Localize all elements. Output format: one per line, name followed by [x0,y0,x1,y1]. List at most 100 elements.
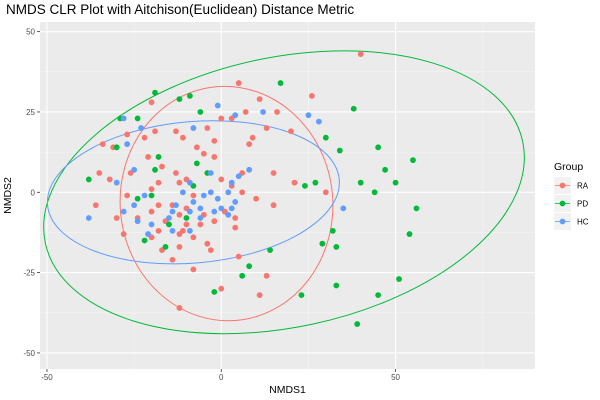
point-hc [134,218,141,225]
plot-panel [40,22,535,369]
point-hc [305,112,312,119]
ellipse-hc [46,120,340,265]
point-ra [249,134,256,141]
point-ra [141,134,148,141]
point-ra [322,189,329,196]
point-ra [253,195,260,202]
point-ra [274,109,280,115]
point-ra [159,163,165,170]
point-hc [148,221,155,228]
legend-title: Group [554,161,583,173]
point-ra [235,253,242,260]
point-ra [256,96,263,103]
legend-label-ra: RA [577,182,589,191]
point-hc [225,189,232,196]
point-hc [235,173,242,180]
point-hc [186,179,193,186]
point-pd [113,144,120,151]
point-pd [141,237,148,244]
y-tick-label: -50 [23,349,35,358]
point-ra [92,202,99,209]
point-ra [148,186,155,192]
point-hc [166,215,172,221]
point-ra [211,137,218,144]
point-hc [131,166,138,173]
point-hc [207,189,214,196]
point-ra [270,202,277,209]
chart-title: NMDS CLR Plot with Aitchison(Euclidean) … [6,2,355,17]
point-ra [106,176,113,183]
point-ra [155,227,162,234]
x-tick-label: 50 [391,373,400,382]
point-hc [228,179,235,186]
point-hc [214,102,221,109]
point-ra [263,272,270,279]
point-hc [190,125,197,131]
point-hc [232,199,239,205]
point-ra [190,192,197,199]
point-ra [211,218,218,225]
point-pd [350,105,357,112]
point-pd [176,96,183,103]
point-ra [256,292,263,299]
point-pd [277,80,284,86]
point-pd [410,157,416,164]
point-ra [190,234,197,241]
point-hc [225,211,232,218]
point-ra [169,256,176,263]
point-pd [155,154,162,160]
point-pd [162,244,169,250]
point-ra [176,305,183,311]
point-ra [190,266,197,273]
data-points [85,51,420,327]
point-ra [309,92,315,99]
x-tick-label: 0 [219,373,224,382]
y-axis-ticks: -50 -25 0 25 50 [23,28,40,358]
point-pd [375,292,382,299]
legend: Group RA PD HC [554,161,589,230]
point-pd [333,282,340,289]
point-pd [396,276,402,282]
point-ra [211,154,218,160]
point-pd [183,215,190,221]
point-ra [173,128,179,135]
point-ra [357,51,364,58]
point-ra [218,115,225,122]
point-pd [333,244,340,250]
point-pd [336,147,343,154]
point-ra [155,202,162,209]
point-hc [124,141,131,147]
point-pd [319,240,326,247]
ellipse-ra [119,85,334,322]
point-pd [406,231,413,237]
point-pd [193,160,200,167]
point-hc [169,227,176,234]
point-ra [239,189,246,196]
point-ra [113,215,120,221]
point-ra [218,176,225,183]
y-tick-label: 0 [31,188,36,197]
point-pd [354,321,361,327]
point-pd [239,272,246,279]
y-tick-label: -25 [23,269,35,278]
point-hc [197,215,204,221]
point-pd [166,221,172,228]
point-pd [413,205,420,212]
point-ra [232,215,239,221]
point-hc [211,208,218,215]
point-ra [263,125,270,131]
point-ra [176,211,183,218]
point-ra [148,208,155,215]
point-ra [204,125,211,131]
point-hc [120,115,127,122]
point-hc [200,192,207,199]
legend-label-hc: HC [577,218,589,227]
point-hc [218,205,225,212]
point-hc [85,215,92,221]
point-ra [176,179,183,186]
point-hc [260,109,266,115]
x-axis-ticks: -50 0 50 [41,369,401,382]
point-pd [134,195,141,202]
x-axis-label: NMDS1 [269,384,306,396]
